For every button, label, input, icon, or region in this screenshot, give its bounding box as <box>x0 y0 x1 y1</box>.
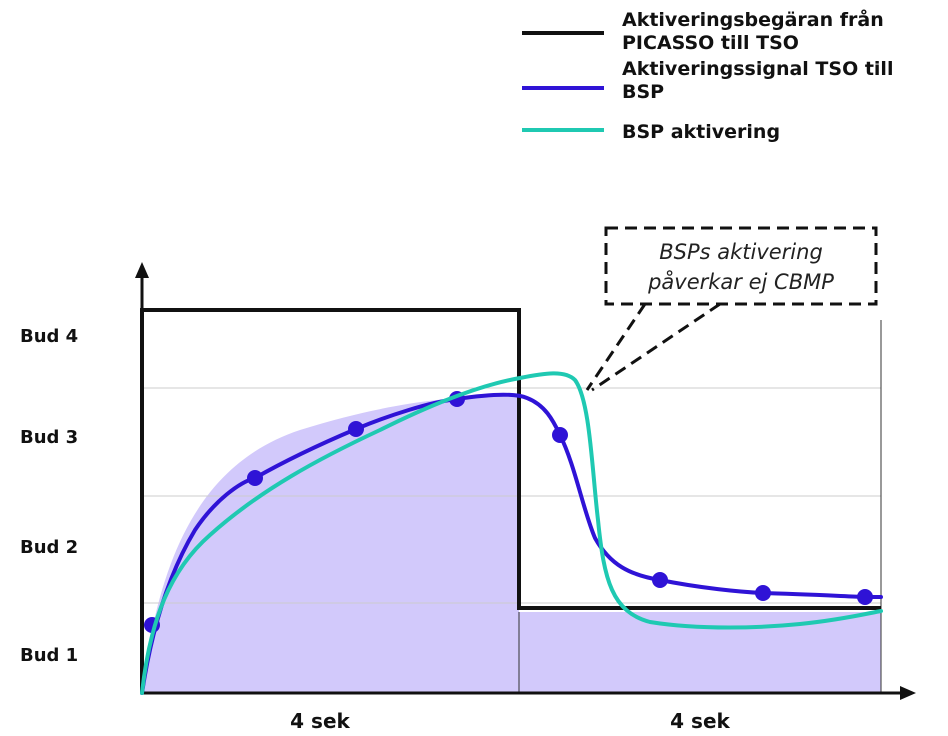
x-axis-arrow <box>900 686 916 700</box>
signal-marker <box>755 585 771 601</box>
signal-marker <box>247 470 263 486</box>
callout-text-line1: BSPs aktivering <box>659 240 823 264</box>
signal-line <box>140 392 883 695</box>
legend: Aktiveringsbegäran från PICASSO till TSO… <box>522 7 893 143</box>
x-label-segment-2: 4 sek <box>670 709 730 733</box>
y-axis-arrow <box>135 262 149 278</box>
callout-box <box>604 226 878 306</box>
callout-pointer-right <box>591 302 721 392</box>
request-line <box>140 308 881 693</box>
x-label-segment-1: 4 sek <box>290 709 350 733</box>
x-labels: 4 sek 4 sek <box>290 709 730 733</box>
signal-marker <box>552 427 568 443</box>
signal-marker <box>348 421 364 437</box>
signal-markers <box>144 391 873 633</box>
callout: BSPs aktivering påverkar ej CBMP <box>585 226 878 392</box>
legend-label-activation: BSP aktivering <box>622 121 780 143</box>
signal-marker <box>857 589 873 605</box>
y-label-bud-1: Bud 1 <box>20 645 78 666</box>
signal-marker <box>652 572 668 588</box>
activation-area <box>142 395 881 693</box>
legend-label-request-line2: PICASSO till TSO <box>622 32 799 54</box>
callout-text-line2: påverkar ej CBMP <box>647 269 834 294</box>
y-label-bud-2: Bud 2 <box>20 537 78 558</box>
y-label-bud-3: Bud 3 <box>20 427 78 448</box>
gridlines <box>142 387 881 604</box>
legend-label-request: Aktiveringsbegäran från <box>622 7 884 31</box>
y-label-bud-4: Bud 4 <box>20 326 78 347</box>
callout-pointer-left <box>585 303 647 391</box>
legend-label-signal-line2: BSP <box>622 81 664 103</box>
legend-label-signal: Aktiveringssignal TSO till <box>622 58 893 80</box>
y-labels: Bud 1 Bud 2 Bud 3 Bud 4 <box>20 326 78 666</box>
activation-line <box>140 371 883 695</box>
